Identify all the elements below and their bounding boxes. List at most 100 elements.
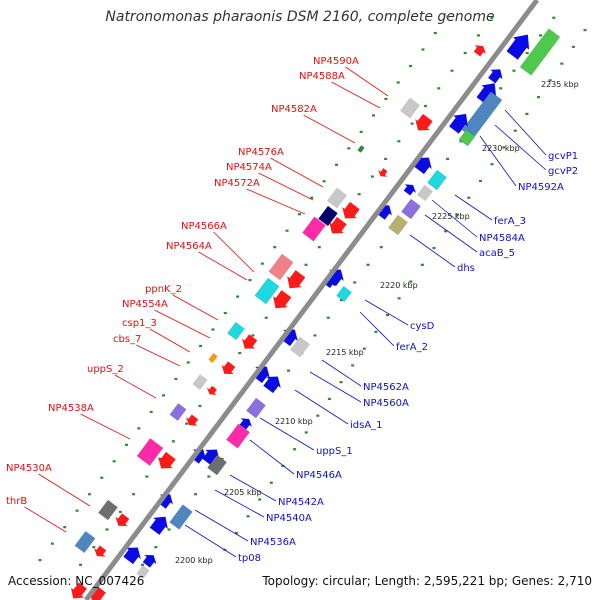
tick-dot-47 [304,263,308,266]
tick-dot-27 [207,475,211,478]
tick-label-1: 2235 kbp [541,80,579,89]
gene-feature-46 [239,418,253,430]
forward-leader-6 [424,214,478,253]
tick-dot-63 [92,546,96,549]
tick-dot-67 [560,62,564,65]
tick-dot-115 [223,311,227,315]
tick-dot-73 [490,163,494,166]
reverse-label-10: NP4554A [122,299,168,310]
forward-label-2: gcvP2 [548,166,578,177]
gene-feature-39 [206,385,218,396]
tick-dot-40 [397,140,401,143]
reverse-leader-1 [345,66,389,97]
gene-feature-36 [208,352,218,364]
reverse-leader-14 [80,413,131,440]
tick-dot-77 [444,230,448,233]
tick-dot-79 [420,263,424,266]
forward-leader-10 [321,359,362,387]
gene-feature-60 [142,554,157,568]
reverse-leader-13 [114,374,157,399]
gene-feature-52 [97,499,119,521]
gene-feature-25 [268,253,294,281]
tick-dot-123 [124,443,128,446]
forward-leader-11 [309,371,362,403]
topology-text: Topology: circular; Length: 2,595,221 bp… [262,574,592,588]
gene-feature-18 [387,214,409,236]
tick-dot-119 [174,377,178,381]
tick-dot-102 [384,97,388,101]
tick-label-8: 2200 kbp [175,556,213,565]
forward-label-9: ferA_2 [396,342,428,353]
gene-feature-12 [377,167,389,177]
forward-label-18: tp08 [238,553,261,564]
tick-dot-14 [379,246,383,249]
tick-dot-32 [141,563,145,566]
tick-dot-50 [264,316,268,319]
tick-dot-92 [269,481,273,484]
tick-dot-19 [313,334,317,337]
tick-label-4: 2220 kbp [380,281,418,290]
tick-dot-124 [112,460,116,463]
gene-feature-50 [206,454,228,476]
forward-leader-9 [359,311,395,347]
gene-feature-9 [399,97,421,119]
tick-dot-130 [38,559,42,562]
tick-labels: 2235 kbp 2230 kbp 2225 kbp 2220 kbp 2215 kbp… [175,80,579,565]
forward-leader-12 [294,389,349,425]
forward-leader-1 [504,109,547,156]
reverse-label-16: thrB [6,496,27,507]
tick-dot-126 [87,493,91,496]
tick-dot-120 [162,394,166,397]
gene-feature-43 [185,414,199,426]
tick-dot-51 [251,334,255,337]
tick-dot-122 [137,427,141,430]
tick-dot-46 [317,246,321,249]
forward-leader-3 [479,135,517,187]
forward-leader-7 [409,234,456,268]
gene-feature-8 [473,45,487,57]
tick-dot-71 [513,129,517,132]
reverse-label-7: NP4566A [181,221,227,232]
tick-dot-76 [455,213,459,216]
tick-dot-106 [334,163,338,166]
tick-dot-35 [463,51,467,55]
reverse-label-11: csp1_3 [122,318,157,329]
tick-dot-59 [145,475,149,478]
gene-feature-53 [115,513,130,527]
tick-dot-83 [374,330,378,333]
tick-dot-98 [433,31,437,35]
reverse-leader-10 [154,309,211,339]
tick-dot-72 [502,146,506,149]
forward-leader-16 [214,489,265,518]
tick-dot-116 [211,328,215,331]
tick-dot-42 [370,175,374,178]
tick-dot-80 [409,280,413,283]
reverse-leader-2 [331,81,381,109]
tick-dot-108 [310,196,314,199]
forward-leader-17 [194,509,249,542]
tick-dot-128 [63,526,67,529]
reverse-label-12: cbs_7 [113,334,141,345]
reverse-label-8: NP4564A [166,241,212,252]
gene-feature-17 [400,198,422,220]
reverse-leader-3 [303,114,356,144]
tick-dot-101 [396,81,400,84]
tick-dot-4 [512,69,516,72]
tick-dot-81 [397,297,401,300]
tick-dot-61 [118,510,122,513]
gene-feature-11 [357,144,365,154]
tick-dot-39 [410,122,414,125]
gene-feature-62 [70,582,88,599]
tick-dots [38,15,587,566]
tick-dot-68 [548,79,552,82]
gene-feature-21 [317,205,339,227]
forward-leader-8 [364,299,409,326]
reverse-label-2: NP4588A [299,71,345,82]
tick-dot-111 [273,246,277,249]
gene-feature-10 [414,113,434,131]
tick-dot-69 [537,96,541,99]
reverse-leader-16 [24,506,67,533]
forward-label-12: idsA_1 [350,420,383,431]
tick-dot-107 [322,180,326,183]
gene-feature-38 [192,374,208,390]
